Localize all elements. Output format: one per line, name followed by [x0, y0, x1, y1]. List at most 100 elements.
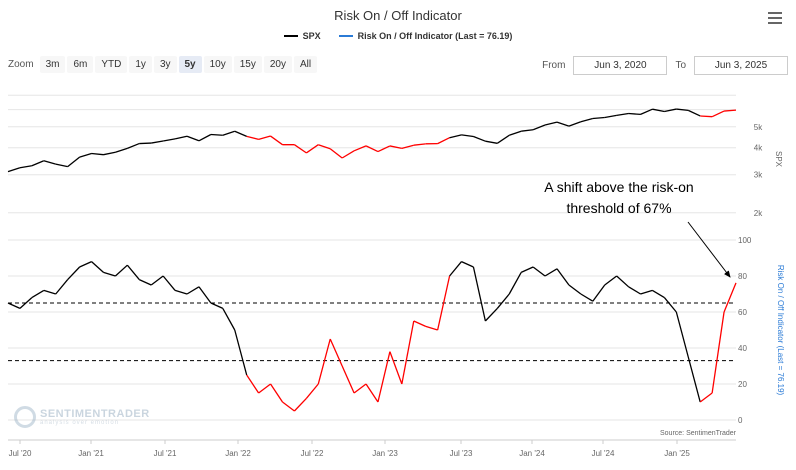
spx-line-segment — [616, 112, 629, 116]
indicator-line-segment — [19, 297, 33, 309]
axis-layer: 2k 3k 4k 5k SPX 0 20 40 60 80 100 Risk On / Off Ind… — [8, 123, 785, 458]
zoom-button-1y[interactable]: 1y — [129, 56, 152, 73]
spx-line-segment — [568, 121, 582, 127]
spx-line-segment — [413, 143, 426, 146]
zoom-button-15y[interactable]: 15y — [233, 56, 262, 73]
spx-line-segment — [628, 112, 641, 116]
range-from-input[interactable]: Jun 3, 2020 — [573, 56, 668, 75]
indicator-line-segment — [508, 272, 522, 295]
spx-line-segment — [365, 145, 379, 153]
hamburger-menu-icon[interactable] — [768, 12, 782, 24]
zoom-button-3m[interactable]: 3m — [39, 56, 66, 73]
magnifier-logo-icon — [14, 406, 36, 428]
spx-line-segment — [127, 142, 140, 149]
x-tick-label: Jan '25 — [664, 449, 690, 458]
indicator-axis-title: Risk On / Off Indicator (Last = 76.19) — [776, 265, 785, 396]
indicator-line-segment — [7, 302, 21, 309]
indicator-line-segment — [711, 311, 725, 394]
spx-tick-label: 5k — [754, 123, 763, 132]
x-tick-label: Jul '23 — [450, 449, 473, 458]
indicator-line-segment — [210, 302, 224, 309]
spx-line-segment — [544, 121, 558, 126]
spx-line-segment — [174, 135, 188, 140]
indicator-line-segment — [162, 275, 176, 291]
spx-line-segment — [270, 135, 283, 146]
spx-line-segment — [55, 163, 68, 168]
indicator-line-segment — [186, 286, 200, 295]
chart-title: Risk On / Off Indicator — [334, 8, 462, 23]
spx-tick-label: 2k — [754, 209, 763, 218]
indicator-line-segment — [79, 261, 92, 268]
indicator-line-segment — [652, 289, 665, 299]
indicator-line-segment — [461, 261, 474, 268]
x-tick-label: Jan '24 — [519, 449, 545, 458]
spx-line-segment — [389, 145, 402, 150]
series-layer — [7, 108, 737, 412]
spx-line-segment — [31, 160, 45, 167]
indicator-line-segment — [628, 286, 641, 295]
legend-item-spx[interactable]: SPX — [283, 31, 321, 41]
spx-tick-label: 3k — [754, 171, 763, 180]
spx-line-segment — [652, 108, 665, 113]
indicator-line-segment — [449, 261, 463, 277]
indicator-line-segment — [496, 293, 510, 309]
logo-name: SENTIMENTRADER — [40, 408, 150, 420]
indicator-line-segment — [365, 383, 379, 403]
indicator-line-segment — [317, 338, 331, 385]
spx-line-segment — [449, 134, 462, 139]
spx-line-segment — [7, 167, 21, 173]
range-from-label: From — [542, 60, 566, 71]
indicator-line-segment — [103, 271, 116, 277]
indicator-line-segment — [305, 383, 319, 399]
spx-line-segment — [43, 160, 56, 165]
range-to-input[interactable]: Jun 3, 2025 — [694, 56, 788, 75]
indicator-line-segment — [282, 401, 295, 412]
indicator-line-segment — [270, 383, 284, 403]
zoom-button-10y[interactable]: 10y — [203, 56, 232, 73]
zoom-button-5y[interactable]: 5y — [178, 56, 202, 73]
spx-line-segment — [640, 108, 653, 116]
spx-line-segment — [711, 110, 725, 118]
indicator-line-segment — [472, 266, 487, 322]
zoom-button-20y[interactable]: 20y — [263, 56, 292, 73]
indicator-line-segment — [246, 374, 260, 394]
spx-line-segment — [198, 133, 212, 142]
legend: SPX Risk On / Off Indicator (Last = 76.1… — [0, 31, 796, 41]
spx-line-segment — [139, 142, 152, 145]
indicator-line-segment — [91, 261, 104, 273]
zoom-button-all[interactable]: All — [294, 56, 318, 73]
indicator-tick-label: 80 — [738, 272, 747, 281]
indicator-line-segment — [437, 275, 451, 331]
spx-line-segment — [329, 148, 343, 159]
spx-line-segment — [377, 145, 391, 153]
spx-line-segment — [664, 108, 677, 113]
zoom-button-3y[interactable]: 3y — [153, 56, 177, 73]
spx-line-segment — [305, 144, 319, 154]
source-label: Source: SentimenTrader — [660, 430, 737, 437]
indicator-line-segment — [234, 329, 248, 376]
indicator-line-segment — [675, 311, 689, 358]
indicator-line-segment — [43, 289, 56, 295]
indicator-line-segment — [341, 365, 355, 394]
zoom-bar: Zoom 3m 6m YTD 1y 3y 5y 10y 15y 20y All — [8, 56, 318, 73]
indicator-line-segment — [174, 289, 188, 295]
spx-line-segment — [91, 152, 104, 156]
spx-line-segment — [532, 124, 546, 131]
spx-line-segment — [186, 135, 200, 142]
spx-line-segment — [103, 151, 116, 156]
spx-line-segment — [115, 147, 128, 153]
spx-line-segment — [473, 135, 486, 142]
indicator-line-segment — [258, 383, 271, 394]
indicator-line-segment — [592, 284, 606, 302]
zoom-button-ytd[interactable]: YTD — [95, 56, 128, 73]
indicator-line-segment — [484, 307, 498, 322]
zoom-button-6m[interactable]: 6m — [67, 56, 94, 73]
logo-tagline: analysis over emotion — [40, 420, 120, 426]
spx-line-segment — [19, 165, 32, 169]
sentimentrader-logo: SENTIMENTRADER analysis over emotion — [14, 406, 150, 428]
indicator-line-segment — [699, 392, 713, 403]
legend-item-indicator[interactable]: Risk On / Off Indicator (Last = 76.19) — [338, 31, 512, 41]
spx-line-segment — [234, 130, 247, 137]
indicator-line-segment — [150, 275, 164, 286]
